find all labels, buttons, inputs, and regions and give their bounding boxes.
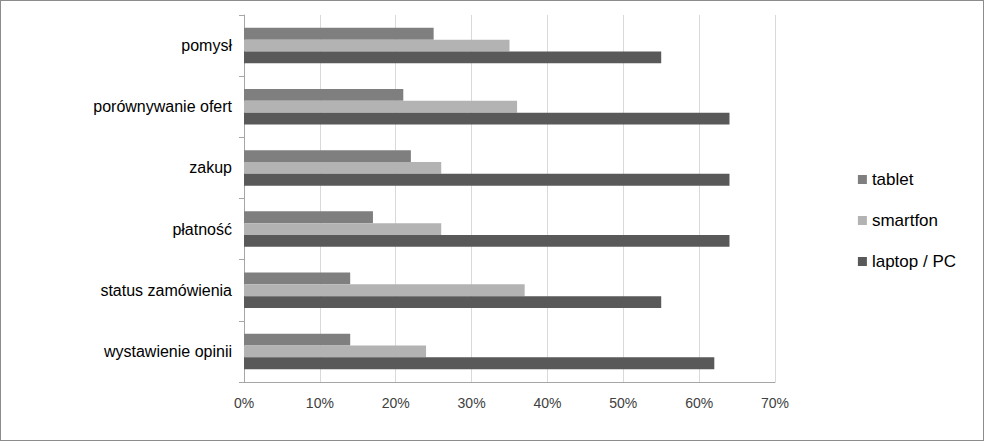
svg-text:60%: 60% xyxy=(685,395,713,411)
svg-text:40%: 40% xyxy=(533,395,561,411)
svg-text:płatność: płatność xyxy=(172,221,232,238)
svg-text:tablet: tablet xyxy=(872,170,914,189)
svg-text:0%: 0% xyxy=(234,395,254,411)
svg-text:smartfon: smartfon xyxy=(872,211,938,230)
svg-text:30%: 30% xyxy=(458,395,486,411)
svg-text:zakup: zakup xyxy=(189,159,232,176)
svg-text:laptop / PC: laptop / PC xyxy=(872,252,956,271)
svg-text:70%: 70% xyxy=(761,395,789,411)
svg-text:50%: 50% xyxy=(609,395,637,411)
svg-text:20%: 20% xyxy=(382,395,410,411)
svg-text:porównywanie ofert: porównywanie ofert xyxy=(93,98,232,115)
svg-text:status zamówienia: status zamówienia xyxy=(100,282,232,299)
svg-text:pomysł: pomysł xyxy=(181,37,232,54)
svg-text:wystawienie opinii: wystawienie opinii xyxy=(103,343,232,360)
svg-text:10%: 10% xyxy=(306,395,334,411)
